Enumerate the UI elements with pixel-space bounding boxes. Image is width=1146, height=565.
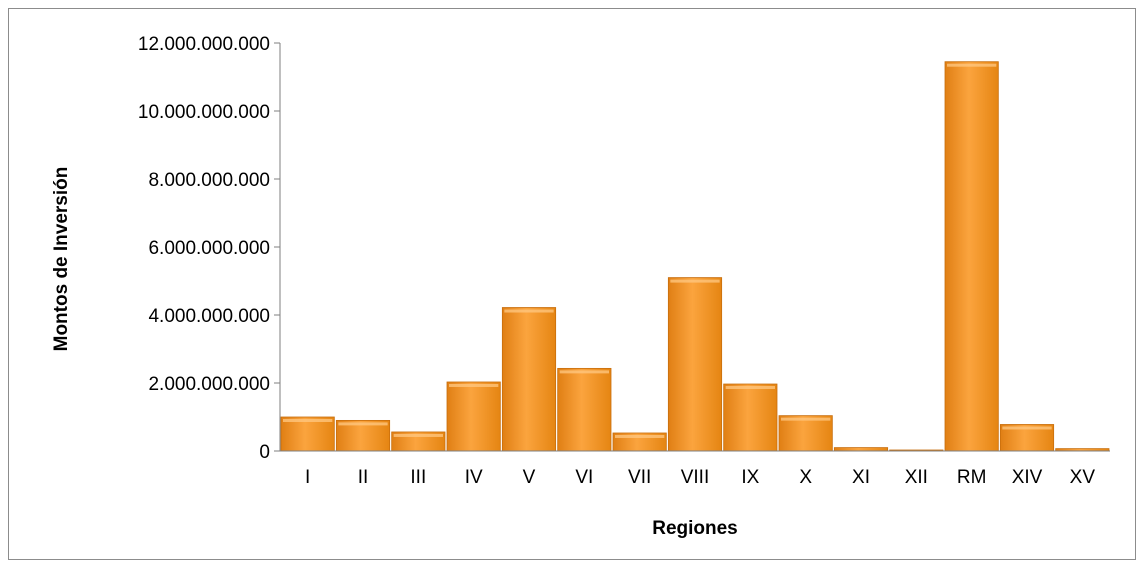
x-axis-tick-labels: I II III IV V VI VII VIII IX X XI XII RM XIV XV: [305, 467, 1095, 488]
y-axis-title: Montos de Inversión: [51, 167, 72, 352]
y-tick-label: 0: [259, 442, 270, 463]
bar-top-highlight: [504, 309, 554, 313]
bar-top-highlight: [1002, 426, 1052, 430]
bar-top-highlight: [725, 386, 775, 390]
bar-top-highlight: [393, 433, 443, 437]
x-tick-label: IX: [741, 467, 759, 488]
bar-viii: [667, 277, 723, 452]
bar-iv: [446, 381, 501, 452]
bar-i: [280, 416, 335, 452]
bar-rm: [944, 61, 999, 452]
y-tick-label: 8.000.000.000: [148, 170, 270, 191]
x-tick-label: XI: [852, 467, 870, 488]
bar-top-highlight: [615, 434, 665, 438]
y-axis-ticks: 0 2.000.000.000 4.000.000.000 6.000.000.000…: [138, 34, 280, 463]
y-tick-label: 6.000.000.000: [148, 238, 270, 259]
x-tick-label: X: [799, 467, 812, 488]
x-tick-label: VIII: [681, 467, 710, 488]
x-tick-label: V: [523, 467, 536, 488]
x-tick-label: I: [305, 467, 310, 488]
y-tick-label: 2.000.000.000: [148, 374, 270, 395]
x-tick-label: VI: [575, 467, 593, 488]
x-tick-label: XV: [1070, 467, 1096, 488]
x-tick-label: II: [358, 467, 369, 488]
bar-chart: 0 2.000.000.000 4.000.000.000 6.000.000.000…: [51, 34, 1110, 539]
x-tick-label: IV: [465, 467, 483, 488]
bars: [280, 61, 1110, 452]
bar-vi: [557, 367, 612, 452]
x-tick-label: RM: [957, 467, 987, 488]
bar-ix: [723, 383, 778, 452]
bar-top-highlight: [559, 370, 609, 374]
x-tick-label: XIV: [1012, 467, 1043, 488]
x-axis-title: Regiones: [652, 518, 738, 539]
x-tick-label: XII: [905, 467, 928, 488]
x-tick-label: VII: [628, 467, 651, 488]
y-tick-label: 4.000.000.000: [148, 306, 270, 327]
bar-top-highlight: [947, 63, 997, 67]
bar-top-highlight: [338, 422, 388, 426]
x-tick-label: III: [410, 467, 426, 488]
bar-v: [501, 307, 557, 452]
bar-top-highlight: [449, 383, 499, 387]
y-tick-label: 12.000.000.000: [138, 34, 270, 55]
bar-xi: [833, 447, 889, 452]
y-tick-label: 10.000.000.000: [138, 102, 270, 123]
bar-top-highlight: [670, 279, 720, 283]
bar-top-highlight: [781, 417, 831, 421]
chart-frame: 0 2.000.000.000 4.000.000.000 6.000.000.000…: [8, 8, 1136, 560]
bar-top-highlight: [283, 419, 333, 422]
bar-x: [778, 415, 833, 452]
